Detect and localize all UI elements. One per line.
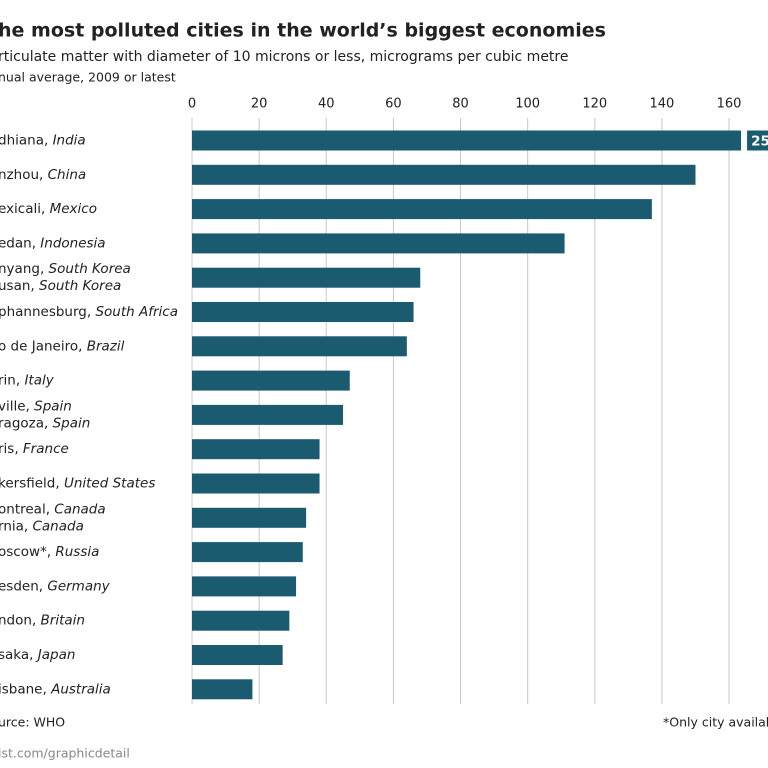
category-label: phannesburg, South Africa [0, 304, 178, 320]
chart-note: nual average, 2009 or latest [0, 70, 176, 85]
bar [192, 542, 303, 563]
category-label: ris, France [0, 441, 69, 457]
category-label: dhiana, India [0, 133, 86, 149]
category-label: saka, Japan [0, 647, 75, 663]
bar [192, 439, 320, 460]
x-tick-label: 120 [582, 97, 607, 112]
bar [192, 267, 421, 288]
bar [192, 610, 290, 631]
bar [192, 404, 344, 425]
category-label: ndon, Britain [0, 613, 85, 629]
x-tick-label: 0 [188, 97, 196, 112]
category-label: ragoza, Spain [0, 415, 90, 431]
source: urce: WHO [0, 715, 65, 730]
bar-continuation [747, 130, 768, 151]
category-label: o de Janeiro, Brazil [0, 338, 125, 354]
category-label: nzhou, China [0, 167, 86, 183]
category-label: kersfield, United States [0, 476, 155, 492]
bar [192, 199, 652, 220]
category-label: nyang, South Korea [0, 261, 131, 277]
x-tick-label: 20 [251, 97, 268, 112]
category-label: edan, Indonesia [0, 235, 106, 251]
x-tick-label: 160 [717, 97, 742, 112]
category-label: esden, Germany [0, 578, 111, 594]
category-label: isbane, Australia [0, 681, 111, 697]
bar [192, 336, 407, 357]
category-label: usan, South Korea [0, 278, 121, 294]
bar [192, 233, 565, 254]
bar [192, 507, 307, 528]
bar [192, 679, 253, 700]
x-tick-label: 80 [452, 97, 469, 112]
category-label: exicali, Mexico [0, 201, 97, 217]
x-tick-label: 40 [318, 97, 335, 112]
category-label: ville, Spain [0, 398, 72, 414]
bar [192, 473, 320, 494]
x-tick-label: 60 [385, 97, 402, 112]
bar [192, 576, 297, 597]
x-tick-label: 140 [650, 97, 675, 112]
bar [192, 645, 283, 665]
footnote: *Only city availab [663, 715, 768, 730]
bar [192, 302, 414, 322]
value-label: 25 [751, 134, 768, 150]
bar [192, 370, 350, 391]
url: ist.com/graphicdetail [0, 746, 130, 761]
category-label: rin, Italy [0, 373, 55, 389]
x-tick-label: 100 [515, 97, 540, 112]
chart-title: he most polluted cities in the world’s b… [0, 20, 606, 42]
axis-break [740, 129, 748, 151]
category-label: rnia, Canada [0, 518, 84, 534]
chart-subtitle: rticulate matter with diameter of 10 mic… [0, 49, 568, 65]
bar [192, 164, 696, 185]
category-label: ontreal, Canada [0, 501, 106, 517]
category-label: oscow*, Russia [0, 544, 99, 560]
bar [192, 130, 742, 151]
